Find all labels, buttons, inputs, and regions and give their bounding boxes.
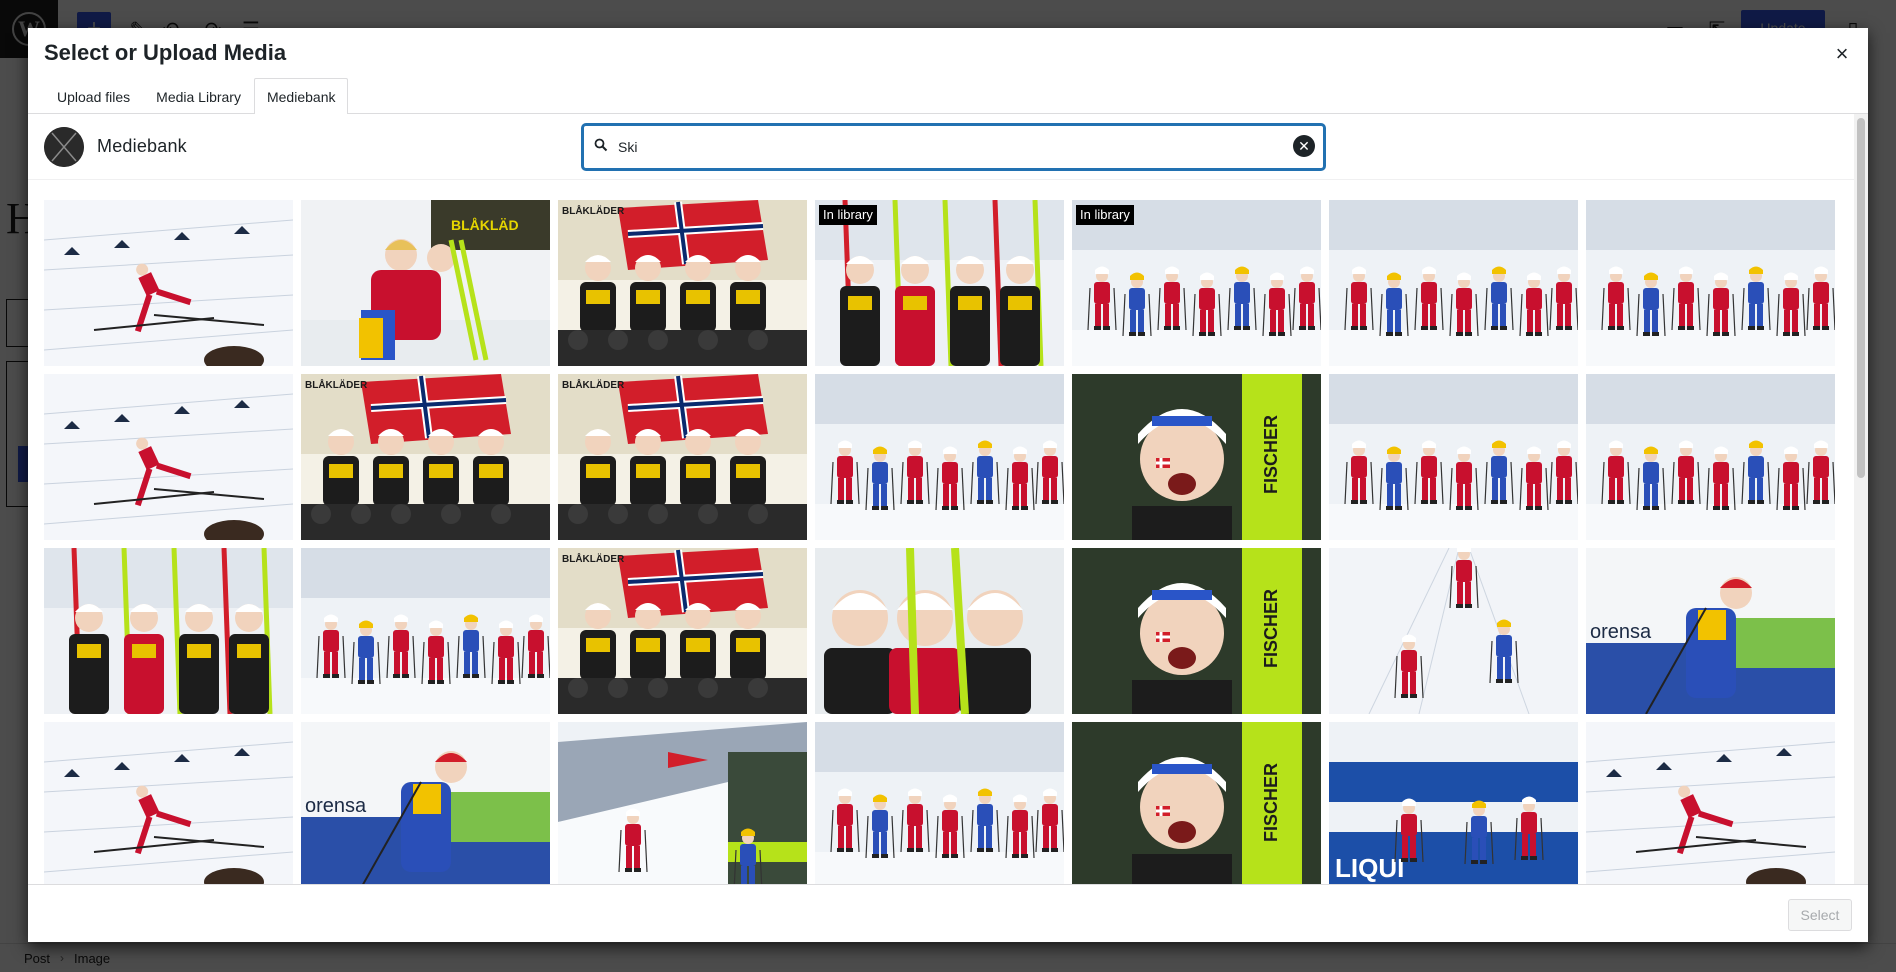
media-thumbnail <box>815 200 1064 366</box>
search-box: ✕ <box>582 124 1325 170</box>
media-thumbnail <box>815 374 1064 540</box>
media-tile[interactable] <box>815 722 1064 884</box>
svg-text:orensa: orensa <box>305 795 367 817</box>
media-tile[interactable] <box>44 200 293 366</box>
media-tile[interactable]: orensa <box>1586 548 1835 714</box>
media-tabs: Upload files Media Library Mediebank <box>44 78 349 114</box>
media-tile[interactable]: BLÅKLÄD <box>301 200 550 366</box>
svg-text:orensa: orensa <box>1590 621 1652 643</box>
media-thumbnail: BLÅKLÄD <box>301 200 550 366</box>
media-tile[interactable]: In library <box>1072 200 1321 366</box>
clear-search-icon[interactable]: ✕ <box>1293 135 1315 157</box>
close-icon[interactable]: × <box>1835 41 1849 66</box>
tab-upload-files[interactable]: Upload files <box>57 89 131 105</box>
media-tile[interactable] <box>815 374 1064 540</box>
mediebank-logo-icon <box>44 127 84 167</box>
media-thumbnail <box>1329 200 1578 366</box>
media-tile[interactable]: FISCHER <box>1072 548 1321 714</box>
svg-text:FISCHER: FISCHER <box>1261 415 1281 494</box>
media-grid: BLÅKLÄD BLÅKLÄDER In library <box>44 200 1836 884</box>
media-tile[interactable]: BLÅKLÄDER <box>558 548 807 714</box>
media-tile[interactable] <box>1586 374 1835 540</box>
media-thumbnail: orensa <box>301 722 550 884</box>
media-thumbnail <box>44 722 293 884</box>
media-thumbnail: FISCHER <box>1072 374 1321 540</box>
scrollbar[interactable] <box>1854 114 1868 884</box>
media-thumbnail <box>1329 548 1578 714</box>
search-input[interactable] <box>618 135 1258 159</box>
select-button[interactable]: Select <box>1788 899 1852 931</box>
media-tile[interactable]: BLÅKLÄDER <box>301 374 550 540</box>
svg-text:BLÅKLÄDER: BLÅKLÄDER <box>562 378 625 391</box>
media-thumbnail <box>44 200 293 366</box>
media-tile[interactable]: LIQUI <box>1329 722 1578 884</box>
tab-mediebank[interactable]: Mediebank <box>253 78 349 114</box>
media-thumbnail <box>558 722 807 884</box>
media-tile[interactable] <box>1329 200 1578 366</box>
media-thumbnail: BLÅKLÄDER <box>558 200 807 366</box>
svg-text:BLÅKLÄDER: BLÅKLÄDER <box>562 204 625 217</box>
media-tile[interactable] <box>558 722 807 884</box>
media-tile[interactable] <box>44 374 293 540</box>
media-toolbar: Select <box>28 884 1868 942</box>
media-modal: Select or Upload Media × Upload files Me… <box>28 28 1868 942</box>
media-tile[interactable] <box>1329 548 1578 714</box>
media-thumbnail: FISCHER <box>1072 548 1321 714</box>
media-tile[interactable] <box>44 722 293 884</box>
media-thumbnail <box>1586 200 1835 366</box>
media-tile[interactable] <box>44 548 293 714</box>
media-tile[interactable] <box>815 548 1064 714</box>
media-thumbnail <box>44 374 293 540</box>
media-tile[interactable] <box>1329 374 1578 540</box>
media-tile[interactable]: FISCHER <box>1072 722 1321 884</box>
svg-text:FISCHER: FISCHER <box>1261 589 1281 668</box>
media-tile[interactable] <box>301 548 550 714</box>
media-thumbnail: BLÅKLÄDER <box>558 548 807 714</box>
media-thumbnail <box>1586 722 1835 884</box>
media-thumbnail: orensa <box>1586 548 1835 714</box>
media-thumbnail: BLÅKLÄDER <box>558 374 807 540</box>
search-icon <box>594 138 608 152</box>
svg-text:FISCHER: FISCHER <box>1261 763 1281 842</box>
svg-text:BLÅKLÄD: BLÅKLÄD <box>451 217 519 233</box>
scrollbar-thumb[interactable] <box>1857 118 1865 478</box>
media-thumbnail: BLÅKLÄDER <box>301 374 550 540</box>
media-thumbnail <box>44 548 293 714</box>
media-thumbnail: LIQUI <box>1329 722 1578 884</box>
svg-text:LIQUI: LIQUI <box>1335 853 1404 883</box>
mediebank-header: Mediebank ✕ <box>28 114 1854 180</box>
media-tile[interactable]: orensa <box>301 722 550 884</box>
mediebank-name: Mediebank <box>97 136 187 156</box>
mediebank-panel: Mediebank ✕ BLÅKL <box>28 114 1868 884</box>
media-thumbnail: FISCHER <box>1072 722 1321 884</box>
media-thumbnail <box>1586 374 1835 540</box>
in-library-badge: In library <box>819 205 877 225</box>
svg-text:BLÅKLÄDER: BLÅKLÄDER <box>305 378 368 391</box>
svg-text:BLÅKLÄDER: BLÅKLÄDER <box>562 552 625 565</box>
media-thumbnail <box>301 548 550 714</box>
media-tile[interactable] <box>1586 722 1835 884</box>
media-tile[interactable]: BLÅKLÄDER <box>558 374 807 540</box>
tab-media-library[interactable]: Media Library <box>156 89 241 105</box>
media-thumbnail <box>815 722 1064 884</box>
modal-title: Select or Upload Media <box>44 40 287 65</box>
media-tile[interactable] <box>1586 200 1835 366</box>
media-thumbnail <box>1329 374 1578 540</box>
tab-divider <box>28 113 1868 114</box>
media-tile[interactable]: In library <box>815 200 1064 366</box>
media-tile[interactable]: FISCHER <box>1072 374 1321 540</box>
media-thumbnail <box>815 548 1064 714</box>
media-tile[interactable]: BLÅKLÄDER <box>558 200 807 366</box>
in-library-badge: In library <box>1076 205 1134 225</box>
